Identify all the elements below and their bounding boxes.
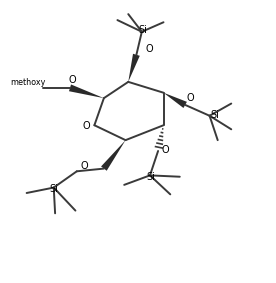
Text: O: O [162, 145, 169, 155]
Polygon shape [163, 93, 187, 108]
Text: Si: Si [147, 172, 155, 182]
Text: O: O [81, 161, 88, 171]
Text: O: O [83, 121, 90, 131]
Text: Si: Si [50, 184, 59, 194]
Text: Si: Si [138, 25, 147, 35]
Text: O: O [69, 75, 76, 85]
Text: methoxy: methoxy [10, 78, 46, 87]
Text: Si: Si [210, 110, 219, 120]
Polygon shape [69, 84, 104, 98]
Polygon shape [128, 54, 140, 82]
Text: O: O [186, 93, 194, 103]
Polygon shape [101, 140, 126, 171]
Text: O: O [146, 44, 153, 54]
